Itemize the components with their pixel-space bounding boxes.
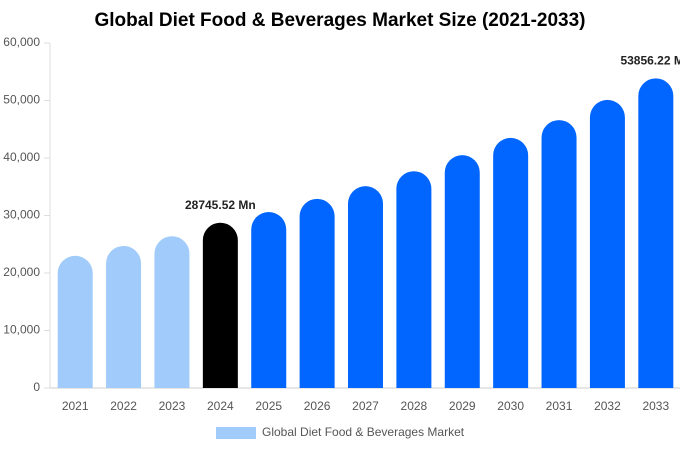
data-label: 53856.22 Mn [620, 53, 680, 67]
x-tick-label: 2032 [594, 399, 621, 413]
x-tick-label: 2025 [255, 399, 282, 413]
bar [202, 222, 238, 388]
x-tick-label: 2026 [304, 399, 331, 413]
y-tick-label: 0 [33, 380, 40, 394]
bar [396, 171, 432, 388]
bar [154, 236, 190, 388]
x-tick-label: 2030 [497, 399, 524, 413]
legend-swatch [216, 427, 256, 439]
chart-title: Global Diet Food & Beverages Market Size… [94, 10, 585, 31]
bar [444, 155, 480, 388]
x-tick-label: 2033 [642, 399, 669, 413]
y-tick-label: 50,000 [3, 93, 40, 107]
x-tick-label: 2023 [159, 399, 186, 413]
bar [57, 255, 93, 388]
x-tick-label: 2021 [62, 399, 89, 413]
bar [493, 137, 529, 388]
y-tick-label: 10,000 [3, 323, 40, 337]
x-tick-label: 2029 [449, 399, 476, 413]
x-tick-label: 2024 [207, 399, 234, 413]
x-tick-label: 2031 [546, 399, 573, 413]
y-tick-label: 60,000 [3, 35, 40, 49]
bar [299, 198, 335, 388]
legend-label: Global Diet Food & Beverages Market [262, 425, 465, 439]
data-label: 28745.52 Mn [185, 198, 256, 212]
x-tick-label: 2022 [110, 399, 137, 413]
y-tick-label: 30,000 [3, 208, 40, 222]
x-tick-label: 2028 [401, 399, 428, 413]
y-tick-label: 40,000 [3, 150, 40, 164]
bar [541, 120, 577, 389]
bar [348, 186, 383, 388]
y-tick-label: 20,000 [3, 265, 40, 279]
bar [251, 212, 287, 388]
x-tick-label: 2027 [352, 399, 379, 413]
bar [638, 78, 674, 389]
bar [106, 245, 142, 388]
bar [589, 99, 625, 389]
